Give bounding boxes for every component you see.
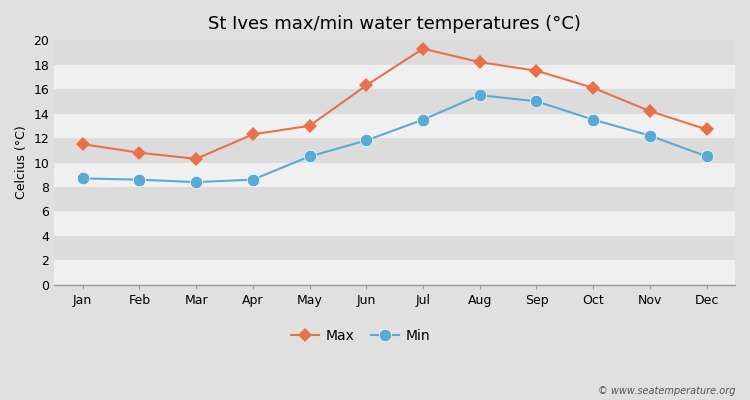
Max [589, 86, 598, 90]
Min [646, 133, 655, 138]
Max [78, 142, 87, 146]
Min [135, 177, 144, 182]
Title: St Ives max/min water temperatures (°C): St Ives max/min water temperatures (°C) [209, 15, 581, 33]
Bar [54, 236, 735, 260]
Min [589, 117, 598, 122]
Min [305, 154, 314, 159]
Max [532, 68, 541, 73]
Min [532, 99, 541, 104]
Max [305, 123, 314, 128]
Min [362, 138, 370, 143]
Min [191, 180, 200, 184]
Min [702, 154, 711, 159]
Bar [54, 162, 735, 187]
Bar [54, 64, 735, 89]
Line: Max: Max [78, 44, 712, 164]
Bar [54, 40, 735, 64]
Max [135, 150, 144, 155]
Bar [54, 114, 735, 138]
Max [248, 132, 257, 137]
Bar [54, 212, 735, 236]
Bar [54, 138, 735, 162]
Min [78, 176, 87, 181]
Max [476, 60, 484, 64]
Legend: Max, Min: Max, Min [285, 324, 436, 349]
Max [646, 109, 655, 114]
Y-axis label: Celcius (°C): Celcius (°C) [15, 126, 28, 199]
Min [476, 93, 484, 98]
Max [362, 83, 370, 88]
Max [419, 46, 428, 51]
Line: Min: Min [76, 89, 713, 188]
Max [191, 156, 200, 161]
Max [702, 127, 711, 132]
Bar [54, 89, 735, 114]
Bar [54, 260, 735, 285]
Text: © www.seatemperature.org: © www.seatemperature.org [598, 386, 735, 396]
Bar [54, 187, 735, 212]
Min [419, 117, 428, 122]
Min [248, 177, 257, 182]
